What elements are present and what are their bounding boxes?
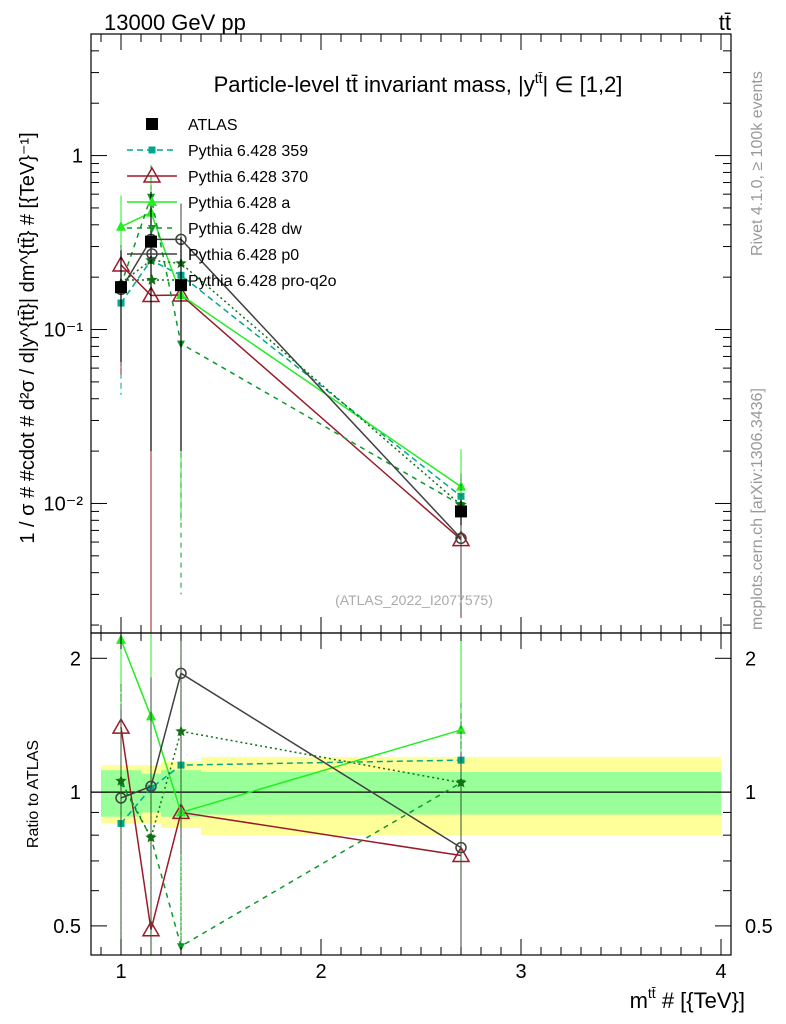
legend-label: Pythia 6.428 370 (188, 169, 308, 186)
header-left: 13000 GeV pp (104, 10, 246, 35)
x-axis-label-main: m (630, 988, 648, 1013)
main-frame (90, 33, 732, 634)
ratio-panel: 2 2 1 1 0.5 0.5 (53, 632, 773, 956)
main-series-group (111, 165, 471, 633)
atlas-point (115, 281, 127, 294)
x-tick-label: 4 (715, 961, 726, 983)
x-axis-label-sup: tt̄ (648, 985, 656, 1001)
series-4-point (455, 532, 467, 545)
mcplots-label: mcplots.cern.ch [arXiv:1306.3436] (749, 388, 766, 630)
ratio-frame (90, 632, 732, 956)
ratio-y-tick-label-right: 0.5 (745, 916, 773, 938)
legend-marker (146, 274, 158, 285)
main-y-tick-label: 10⁻¹ (44, 320, 84, 342)
ratio-y-axis-label: Ratio to ATLAS (25, 740, 42, 848)
series-2-point (116, 220, 126, 231)
series-3-line (120, 193, 462, 506)
legend: ATLAS Pythia 6.428 359 Pythia 6.428 370 Pyt… (127, 117, 337, 290)
main-y-tick-label: 1 (72, 146, 83, 168)
series-5-ratio-point (115, 774, 127, 786)
series-4-line (120, 238, 462, 539)
main-y-tick-label: 10⁻² (44, 493, 84, 515)
analysis-watermark: (ATLAS_2022_I2077575) (335, 592, 493, 608)
atlas-point (175, 279, 187, 292)
atlas-point (145, 235, 157, 248)
main-y-ticks: 1 10⁻¹ 10⁻² (44, 33, 731, 626)
legend-marker (146, 118, 158, 130)
ratio-y-tick-label-right: 1 (745, 782, 756, 804)
x-axis-ticks: 1 2 3 4 (100, 34, 727, 983)
chart-title-sup: tt̄ (535, 70, 543, 86)
x-axis-label: mtt̄ # [{TeV}] (630, 985, 745, 1013)
legend-marker (147, 196, 157, 206)
x-tick-label: 2 (315, 961, 326, 983)
series-4-ratio-line (120, 672, 462, 849)
chart-title-main: Particle-level tt̄ invariant mass, |y (214, 72, 535, 97)
legend-label: ATLAS (188, 117, 238, 134)
x-tick-label: 1 (115, 961, 126, 983)
series-1-line (120, 264, 462, 541)
series-0-ratio-line (120, 759, 462, 824)
series-3-ratio-line (120, 782, 462, 948)
x-axis-label-tail: # [{TeV}] (656, 988, 745, 1013)
series-5-ratio-point (145, 831, 157, 843)
series-5-ratio-line (120, 730, 462, 840)
series-4-ratio-point (145, 780, 157, 793)
series-5-ratio-point (455, 776, 467, 788)
header-right: tt̄ (719, 10, 731, 35)
ratio-uncertainty-bands (101, 756, 721, 836)
legend-label: Pythia 6.428 p0 (188, 247, 299, 264)
ratio-y-tick-label: 1 (70, 782, 81, 804)
series-2-ratio-point (456, 723, 466, 734)
legend-label: Pythia 6.428 359 (188, 143, 308, 160)
series-1-ratio-line (120, 727, 462, 930)
legend-marker (142, 166, 162, 183)
ratio-y-ticks: 2 2 1 1 0.5 0.5 (53, 648, 773, 938)
main-y-axis-label: 1 / σ # #cdot # d²σ / d|y^{tt̄}| dm^{tt̄… (17, 132, 39, 543)
series-0-line (120, 259, 462, 497)
ratio-y-tick-label: 0.5 (53, 916, 81, 938)
legend-label: Pythia 6.428 pro-q2o (188, 273, 337, 290)
ratio-y-tick-label-right: 2 (745, 648, 756, 670)
ratio-y-tick-label: 2 (70, 648, 81, 670)
series-5-line (120, 259, 462, 506)
legend-label: Pythia 6.428 a (188, 195, 290, 212)
series-5-ratio-point (175, 725, 187, 737)
legend-marker (148, 225, 156, 233)
atlas-point (455, 505, 467, 518)
ratio-series-group (111, 633, 471, 955)
series-2-ratio-line (120, 639, 462, 814)
chart-title-tail: | ∈ [1,2] (543, 72, 623, 97)
legend-marker (146, 248, 158, 260)
legend-marker (148, 146, 156, 154)
chart-title: Particle-level tt̄ invariant mass, |ytt̄… (214, 70, 623, 97)
legend-label: Pythia 6.428 dw (188, 221, 302, 238)
series-4-ratio-point (115, 792, 127, 804)
x-tick-label: 3 (515, 961, 526, 983)
rivet-version-label: Rivet 4.1.0, ≥ 100k events (749, 71, 766, 256)
